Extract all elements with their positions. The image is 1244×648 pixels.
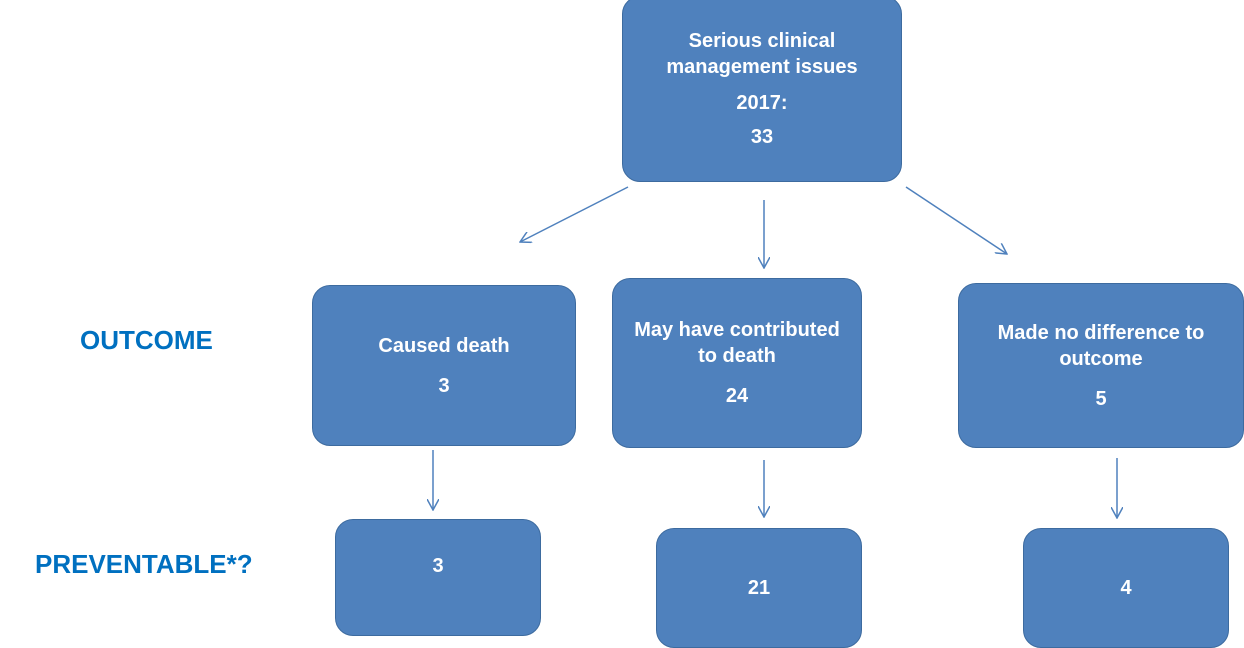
outcome-count: 24 [725,385,749,407]
outcome-node: Made no difference to outcome 5 [958,283,1244,448]
preventable-count: 3 [432,555,444,577]
outcome-node: May have contributed to death 24 [612,278,862,448]
arrow [905,186,1007,254]
preventable-count: 4 [1120,577,1132,599]
outcome-count: 3 [438,374,450,397]
preventable-node: 4 [1023,528,1229,648]
root-node: Serious clinical management issues 2017:… [622,0,902,182]
outcome-label: May have contributed to death [634,319,840,367]
arrow [520,186,629,242]
preventable-node: 3 [335,519,541,636]
preventable-node: 21 [656,528,862,648]
outcome-label: Made no difference to outcome [997,321,1205,370]
outcome-count: 5 [1095,387,1107,410]
row-label: PREVENTABLE*? [35,549,253,579]
root-title: Serious clinical management issues [666,30,858,78]
preventable-count: 21 [747,577,771,599]
root-year: 2017: [736,92,788,114]
outcome-label: Caused death [378,334,510,357]
outcome-node: Caused death 3 [312,285,576,446]
root-count: 33 [750,126,774,148]
row-label: OUTCOME [80,325,213,355]
